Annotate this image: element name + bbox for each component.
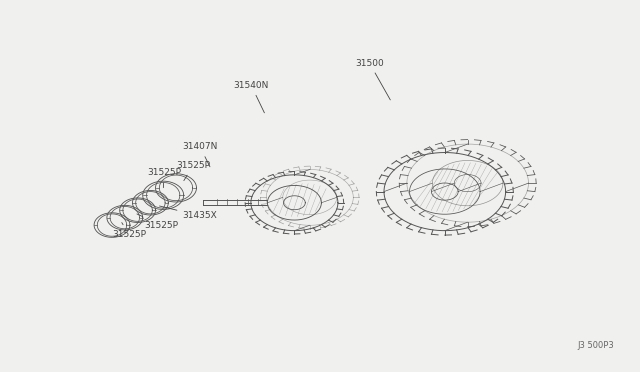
Text: 31435X: 31435X (159, 206, 217, 220)
Text: 31525P: 31525P (147, 169, 181, 188)
Text: 31407N: 31407N (182, 142, 218, 167)
Text: 31540N: 31540N (234, 81, 269, 113)
Text: 31525P: 31525P (112, 222, 146, 239)
Text: J3 500P3: J3 500P3 (578, 341, 614, 350)
Text: 31525P: 31525P (137, 214, 178, 230)
Text: 31500: 31500 (355, 59, 390, 100)
Text: 31525P: 31525P (176, 161, 210, 181)
